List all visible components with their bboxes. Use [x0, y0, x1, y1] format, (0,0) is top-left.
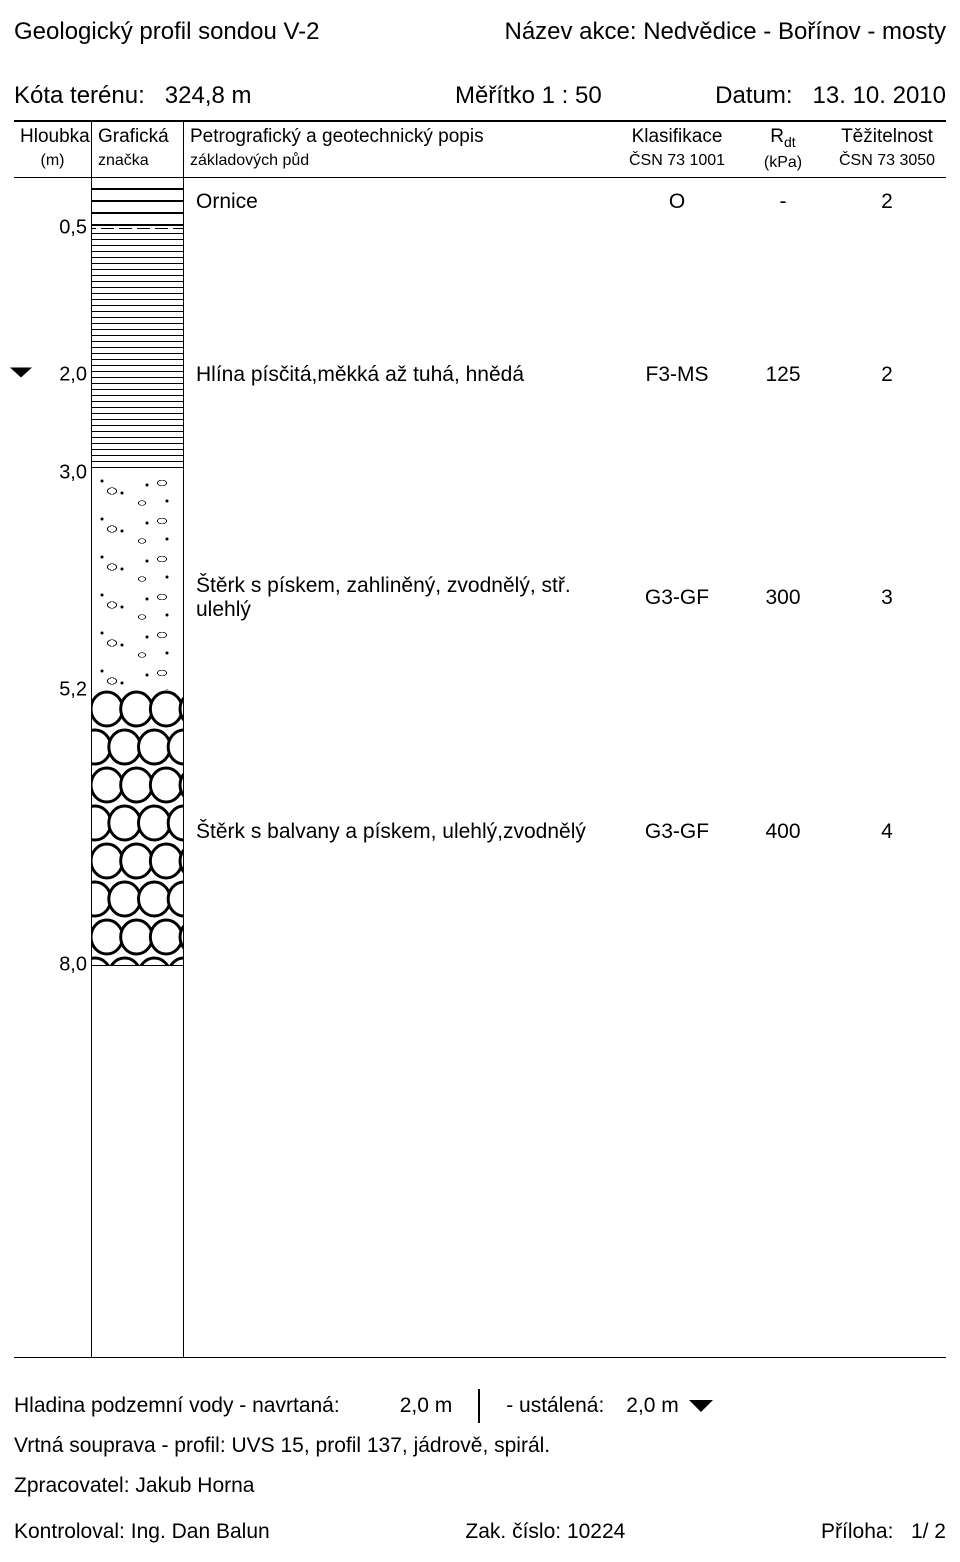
- stratum-desc: Štěrk s pískem, zahliněný, zvodnělý, stř…: [184, 574, 616, 622]
- col-depth-unit: (m): [41, 152, 65, 169]
- footer-attach: Příloha: 1/ 2: [821, 1512, 946, 1552]
- stratum-tez: 2: [828, 363, 946, 387]
- stratum-row: OrniceO-2: [184, 190, 946, 214]
- attach-value: 1/ 2: [911, 1520, 946, 1543]
- depth-marker: 3,0: [59, 462, 87, 485]
- scale: Měřítko 1 : 50: [455, 82, 602, 110]
- order-label: Zak. číslo:: [465, 1520, 561, 1543]
- action-label: Název akce:: [504, 18, 636, 45]
- stratum-desc: Ornice: [184, 190, 616, 214]
- log-table: Hloubka (m) Grafická značka Petrografick…: [14, 120, 946, 1358]
- col-tez-sub: ČSN 73 3050: [839, 152, 935, 169]
- attach-label: Příloha:: [821, 1520, 893, 1543]
- col-tez: Těžitelnost ČSN 73 3050: [828, 122, 946, 177]
- stratum-boundary: [92, 965, 184, 966]
- col-class-sub: ČSN 73 1001: [629, 152, 725, 169]
- col-tez-label: Těžitelnost: [841, 126, 933, 147]
- action: Název akce: Nedvědice - Bořínov - mosty: [504, 18, 946, 46]
- terrain: Kóta terénu: 324,8 m: [14, 82, 252, 110]
- order-value: 10224: [567, 1520, 625, 1543]
- lithology-pattern: [92, 473, 183, 689]
- stratum-desc: Štěrk s balvany a pískem, ulehlý,zvodněl…: [184, 820, 616, 844]
- col-symbol: Grafická značka: [92, 122, 184, 177]
- water-level-icon: [8, 366, 34, 385]
- gw-drilled: 2,0 m: [400, 1386, 453, 1426]
- stratum-class: G3-GF: [616, 586, 738, 610]
- col-depth: Hloubka (m): [14, 122, 92, 177]
- footer-bottom: Kontroloval: Ing. Dan Balun Zak. číslo: …: [14, 1512, 946, 1552]
- lithology-pattern: [92, 228, 183, 474]
- stratum-row: Štěrk s pískem, zahliněný, zvodnělý, stř…: [184, 574, 946, 622]
- gw-settled-label: - ustálená:: [506, 1386, 604, 1426]
- symbol-column: [92, 178, 184, 1357]
- col-symbol-sub: značka: [98, 152, 149, 169]
- divider-icon: [478, 1389, 480, 1423]
- date-value: 13. 10. 2010: [813, 82, 946, 109]
- table-header: Hloubka (m) Grafická značka Petrografick…: [14, 121, 946, 178]
- water-arrow-icon: [687, 1398, 715, 1414]
- gw-settled: 2,0 m: [626, 1386, 679, 1426]
- col-desc-sub: základových půd: [190, 152, 309, 169]
- col-depth-label: Hloubka: [20, 126, 90, 147]
- borehole-log-page: Geologický profil sondou V-2 Název akce:…: [0, 0, 960, 1562]
- checker-label: Kontroloval:: [14, 1520, 125, 1543]
- date-label: Datum:: [715, 82, 792, 109]
- author-label: Zpracovatel:: [14, 1474, 130, 1497]
- col-rdt: Rdt (kPa): [738, 122, 828, 177]
- stratum-rdt: -: [738, 190, 828, 214]
- footer-rig: Vrtná souprava - profil: UVS 15, profil …: [14, 1426, 946, 1466]
- checker-name: Ing. Dan Balun: [131, 1520, 270, 1543]
- stratum-row: Štěrk s balvany a pískem, ulehlý,zvodněl…: [184, 820, 946, 844]
- lithology-pattern: [92, 178, 183, 227]
- stratum-rdt: 400: [738, 820, 828, 844]
- stratum-rdt: 300: [738, 586, 828, 610]
- right-column: OrniceO-2Hlína písčitá,měkká až tuhá, hn…: [184, 178, 946, 1357]
- lithology-pattern: [92, 690, 183, 965]
- author-name: Jakub Horna: [135, 1474, 254, 1497]
- depth-marker: 5,2: [59, 678, 87, 701]
- log-body: 0,52,03,05,28,0 OrniceO-2Hlína písčitá,m…: [14, 178, 946, 1358]
- stratum-tez: 3: [828, 586, 946, 610]
- footer-order: Zak. číslo: 10224: [465, 1512, 625, 1552]
- stratum-tez: 4: [828, 820, 946, 844]
- date: Datum: 13. 10. 2010: [715, 82, 946, 110]
- col-desc: Petrografický a geotechnický popis zákla…: [184, 122, 616, 177]
- action-name: Nedvědice - Bořínov - mosty: [643, 18, 946, 45]
- title-row: Geologický profil sondou V-2 Název akce:…: [14, 18, 946, 46]
- stratum-class: O: [616, 190, 738, 214]
- stratum-tez: 2: [828, 190, 946, 214]
- depth-marker: 0,5: [59, 216, 87, 239]
- col-rdt-unit: (kPa): [764, 154, 802, 171]
- meta-row: Kóta terénu: 324,8 m Měřítko 1 : 50 Datu…: [14, 82, 946, 110]
- stratum-class: F3-MS: [616, 363, 738, 387]
- footer-author: Zpracovatel: Jakub Horna: [14, 1466, 946, 1506]
- col-class: Klasifikace ČSN 73 1001: [616, 122, 738, 177]
- col-symbol-label: Grafická: [98, 126, 169, 147]
- stratum-class: G3-GF: [616, 820, 738, 844]
- gw-label: Hladina podzemní vody - navrtaná:: [14, 1386, 340, 1426]
- stratum-desc: Hlína písčitá,měkká až tuhá, hnědá: [184, 363, 616, 387]
- col-class-label: Klasifikace: [632, 126, 723, 147]
- footer-checker: Kontroloval: Ing. Dan Balun: [14, 1512, 270, 1552]
- terrain-label: Kóta terénu:: [14, 82, 145, 109]
- terrain-value: 324,8 m: [165, 82, 252, 109]
- col-rdt-label: R: [770, 126, 784, 147]
- depth-marker: 8,0: [59, 954, 87, 977]
- depth-marker: 2,0: [59, 364, 87, 387]
- profile-title: Geologický profil sondou V-2: [14, 18, 320, 46]
- depth-column: 0,5 2,0 3,0 5,2 8,0: [14, 178, 92, 1357]
- stratum-rdt: 125: [738, 363, 828, 387]
- stratum-row: Hlína písčitá,měkká až tuhá, hnědáF3-MS1…: [184, 363, 946, 387]
- col-rdt-index: dt: [784, 134, 796, 150]
- footer: Hladina podzemní vody - navrtaná: 2,0 m …: [14, 1386, 946, 1552]
- footer-gw: Hladina podzemní vody - navrtaná: 2,0 m …: [14, 1386, 946, 1426]
- col-desc-label: Petrografický a geotechnický popis: [190, 126, 484, 147]
